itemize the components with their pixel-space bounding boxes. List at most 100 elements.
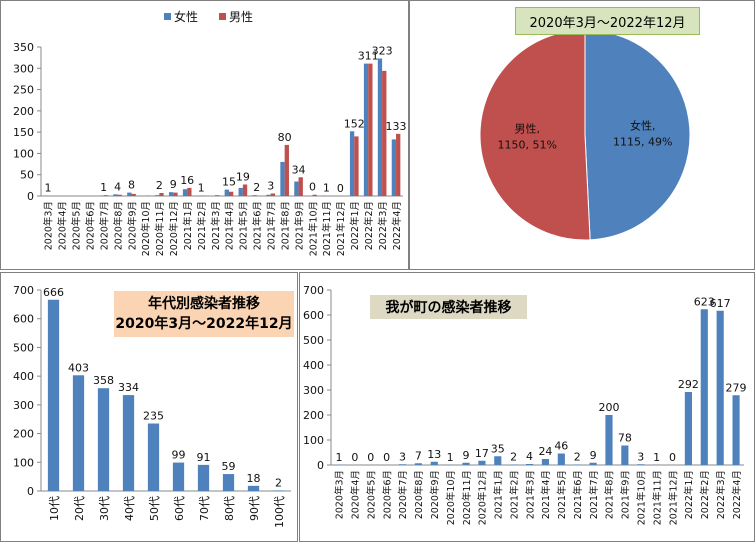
category-label: 2020年6月 [381, 470, 393, 519]
bar [272, 490, 285, 491]
data-label: 80 [278, 131, 292, 144]
data-label: 18 [247, 472, 261, 485]
bar [462, 462, 470, 465]
y-tick-label: 200 [13, 428, 34, 441]
bar [172, 462, 185, 491]
y-tick-label: 100 [13, 147, 34, 160]
category-label: 2020年5月 [365, 470, 377, 519]
data-label: 4 [526, 450, 533, 463]
bar [197, 464, 210, 491]
bar [382, 70, 387, 196]
bar [510, 464, 518, 465]
bar [430, 461, 438, 465]
bar [368, 63, 373, 196]
y-tick-label: 150 [13, 126, 34, 139]
category-label: 2022年1月 [349, 201, 361, 250]
bar [173, 192, 178, 196]
category-label: 30代 [98, 496, 111, 521]
category-label: 2020年5月 [71, 201, 83, 250]
data-label: 0 [383, 451, 390, 464]
y-tick-label: 300 [13, 399, 34, 412]
category-label: 2021年8月 [604, 470, 616, 519]
data-label: 0 [309, 181, 316, 194]
y-tick-label: 600 [13, 313, 34, 326]
bar [349, 131, 355, 196]
bar [224, 189, 229, 196]
data-label: 13 [427, 448, 441, 461]
category-label: 2020年6月 [84, 201, 96, 250]
data-label: 311 [358, 50, 379, 63]
bar [684, 392, 692, 465]
category-label: 2021年11月 [321, 201, 333, 256]
category-label: 2022年3月 [715, 470, 727, 519]
data-label: 235 [143, 410, 164, 423]
category-label: 2021年2月 [196, 201, 208, 250]
data-label: 4 [114, 180, 121, 193]
bar [127, 192, 132, 196]
data-label: 666 [43, 286, 64, 299]
bar [131, 193, 136, 196]
category-label: 2021年6月 [252, 201, 264, 250]
data-label: 0 [367, 451, 374, 464]
bar [284, 144, 289, 196]
bar [732, 395, 740, 465]
bar [298, 177, 303, 196]
bar [159, 193, 164, 196]
category-label: 50代 [148, 496, 161, 521]
data-label: 7 [415, 449, 422, 462]
data-label: 8 [128, 179, 135, 192]
bar [266, 194, 271, 196]
category-label: 2022年4月 [731, 470, 743, 519]
bar [242, 184, 248, 196]
town-chart-panel: 0 100 200 300 400 500 600 700 1 0 0 0 3 7 13 1 9 17 35 2 4 24… [299, 272, 755, 542]
pie-slice-value: 1150, 51% [498, 138, 557, 151]
data-label: 34 [292, 163, 306, 176]
y-tick-label: 50 [20, 169, 34, 182]
bar [155, 195, 160, 196]
category-label: 2020年4月 [350, 470, 362, 519]
category-label: 2020年8月 [112, 201, 124, 250]
bar [396, 133, 401, 196]
data-label: 9 [170, 178, 177, 191]
data-label: 623 [694, 295, 715, 308]
category-label: 10代 [48, 496, 61, 521]
legend-swatch [164, 13, 171, 20]
data-label: 46 [554, 440, 568, 453]
data-label: 17 [475, 447, 489, 460]
pie-chart-title: 2020年3月～2022年12月 [515, 7, 700, 35]
bar [252, 195, 257, 196]
town-chart-title: 我が町の感染者推移 [370, 295, 527, 319]
category-label: 2021年10月 [636, 470, 648, 525]
bar [700, 309, 708, 465]
bar [228, 191, 234, 196]
pie-slice [479, 29, 591, 241]
monthly-sex-chart-panel: 0 50 100 150 200 250 300 350 1 1 4 8 2 9 16 1 15 19 2 3 80 34… [0, 0, 409, 270]
data-label: 19 [236, 171, 250, 184]
category-label: 2021年7月 [588, 470, 600, 519]
age-chart: 0 100 200 300 400 500 600 700 666 403 358 334 235 99 9… [13, 284, 291, 528]
category-label: 2020年12月 [477, 470, 489, 525]
y-tick-label: 100 [13, 456, 34, 469]
bar [294, 181, 299, 196]
category-label: 2022年4月 [391, 201, 403, 250]
category-label: 2021年1月 [182, 201, 194, 250]
data-label: 35 [491, 442, 505, 455]
bar [222, 474, 235, 491]
y-tick-label: 100 [303, 434, 324, 447]
bar [147, 423, 160, 491]
data-label: 200 [598, 401, 619, 414]
data-label: 133 [386, 120, 407, 133]
bar [716, 310, 724, 465]
data-label: 1 [447, 451, 454, 464]
bar [398, 464, 407, 465]
data-label: 15 [222, 176, 236, 189]
data-label: 0 [337, 182, 344, 195]
bar [621, 445, 629, 465]
bar [103, 195, 108, 196]
bar [122, 395, 135, 491]
category-label: 2021年6月 [572, 470, 584, 519]
category-label: 2021年5月 [556, 470, 568, 519]
data-label: 2 [574, 451, 581, 464]
